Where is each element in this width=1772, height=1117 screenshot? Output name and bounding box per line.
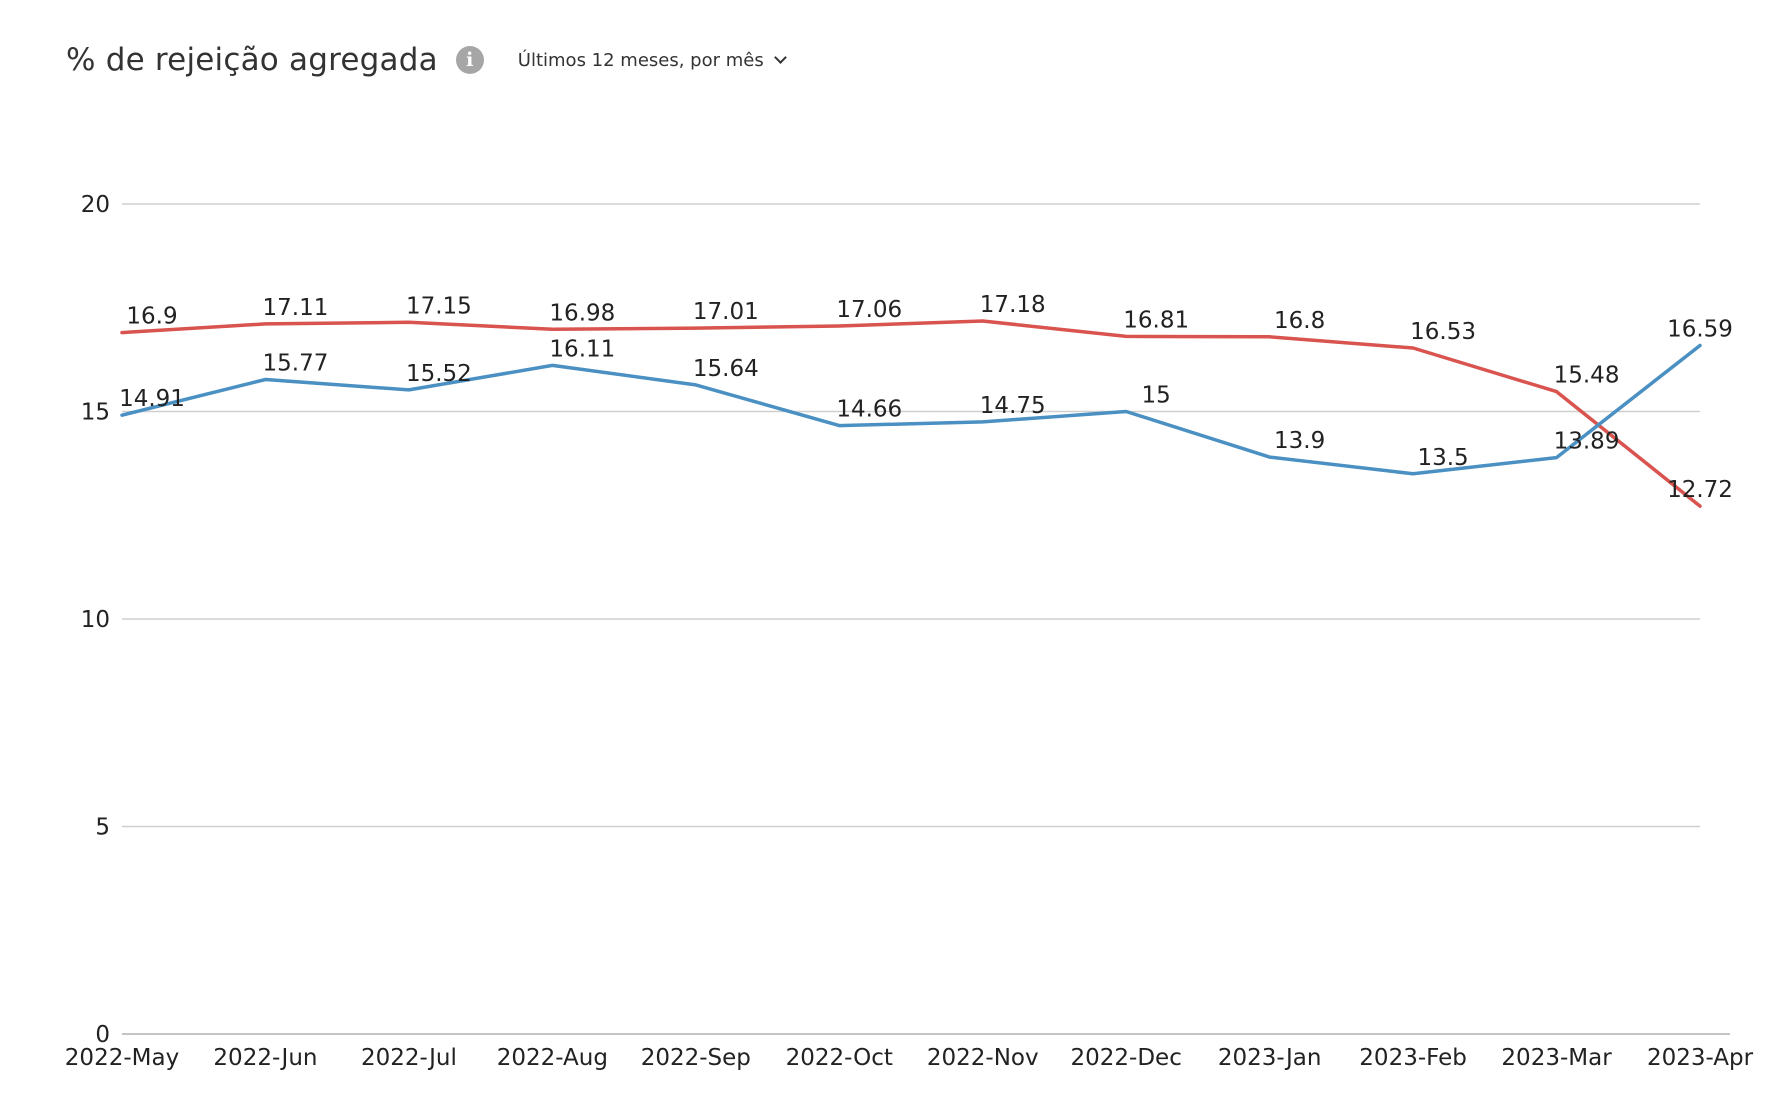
data-label: 16.53 xyxy=(1410,319,1476,345)
x-tick-label: 2022-Dec xyxy=(1071,1045,1182,1071)
y-tick-label: 15 xyxy=(81,400,110,426)
data-label: 17.18 xyxy=(980,292,1046,318)
data-label: 13.89 xyxy=(1554,429,1620,455)
chart-header: % de rejeição agregada i Últimos 12 mese… xyxy=(66,36,787,84)
x-tick-label: 2023-Feb xyxy=(1359,1045,1467,1071)
x-tick-label: 2022-Aug xyxy=(497,1045,608,1071)
x-tick-label: 2023-Jan xyxy=(1218,1045,1322,1071)
data-label: 12.72 xyxy=(1667,477,1733,503)
data-labels: 16.9 17.11 17.15 16.98 17.01 17.06 17.18 16.81 1… xyxy=(119,292,1733,503)
y-tick-label: 10 xyxy=(81,607,110,633)
x-tick-label: 2023-Mar xyxy=(1501,1045,1612,1071)
data-label: 17.11 xyxy=(263,295,329,321)
data-label: 15.48 xyxy=(1554,363,1620,389)
data-label: 16.98 xyxy=(549,300,615,326)
y-tick-label: 5 xyxy=(95,815,110,841)
x-tick-label: 2022-Jun xyxy=(213,1045,317,1071)
x-tick-label: 2022-May xyxy=(65,1045,179,1071)
data-label: 15.64 xyxy=(693,356,759,382)
chart-grid xyxy=(122,203,1730,1035)
data-label: 17.01 xyxy=(693,299,759,325)
data-label: 16.9 xyxy=(126,304,177,330)
data-label: 14.75 xyxy=(980,393,1046,419)
x-tick-label: 2022-Sep xyxy=(641,1045,751,1071)
data-label: 14.66 xyxy=(836,397,902,423)
x-tick-label: 2022-Jul xyxy=(361,1045,457,1071)
series-line-1 xyxy=(120,343,1702,476)
data-label: 16.8 xyxy=(1274,308,1325,334)
data-label: 15.77 xyxy=(263,351,329,377)
data-label: 17.06 xyxy=(836,297,902,323)
data-label: 15.52 xyxy=(406,361,472,387)
period-selector-label: Últimos 12 meses, por mês xyxy=(517,49,764,71)
period-selector[interactable]: Últimos 12 meses, por mês xyxy=(517,49,787,71)
data-label: 16.81 xyxy=(1123,307,1189,333)
data-label: 13.5 xyxy=(1417,445,1468,471)
data-label: 16.59 xyxy=(1667,317,1733,343)
data-label: 16.11 xyxy=(549,336,615,362)
x-axis: 2022-May 2022-Jun 2022-Jul 2022-Aug 2022-Sep… xyxy=(65,1045,1754,1071)
x-tick-label: 2022-Nov xyxy=(927,1045,1039,1071)
y-tick-label: 20 xyxy=(81,192,110,218)
x-tick-label: 2022-Oct xyxy=(786,1045,893,1071)
y-axis: 0 5 10 15 20 xyxy=(81,192,110,1048)
chart-title: % de rejeição agregada xyxy=(66,42,438,78)
data-label: 15 xyxy=(1142,383,1171,409)
data-label: 14.91 xyxy=(119,386,185,412)
series-lines xyxy=(120,319,1702,508)
y-tick-label: 0 xyxy=(95,1022,110,1048)
data-label: 17.15 xyxy=(406,293,472,319)
x-tick-label: 2023-Apr xyxy=(1647,1045,1754,1071)
series-line-0 xyxy=(120,319,1702,508)
info-icon[interactable]: i xyxy=(455,46,484,74)
data-label: 13.9 xyxy=(1274,428,1325,454)
